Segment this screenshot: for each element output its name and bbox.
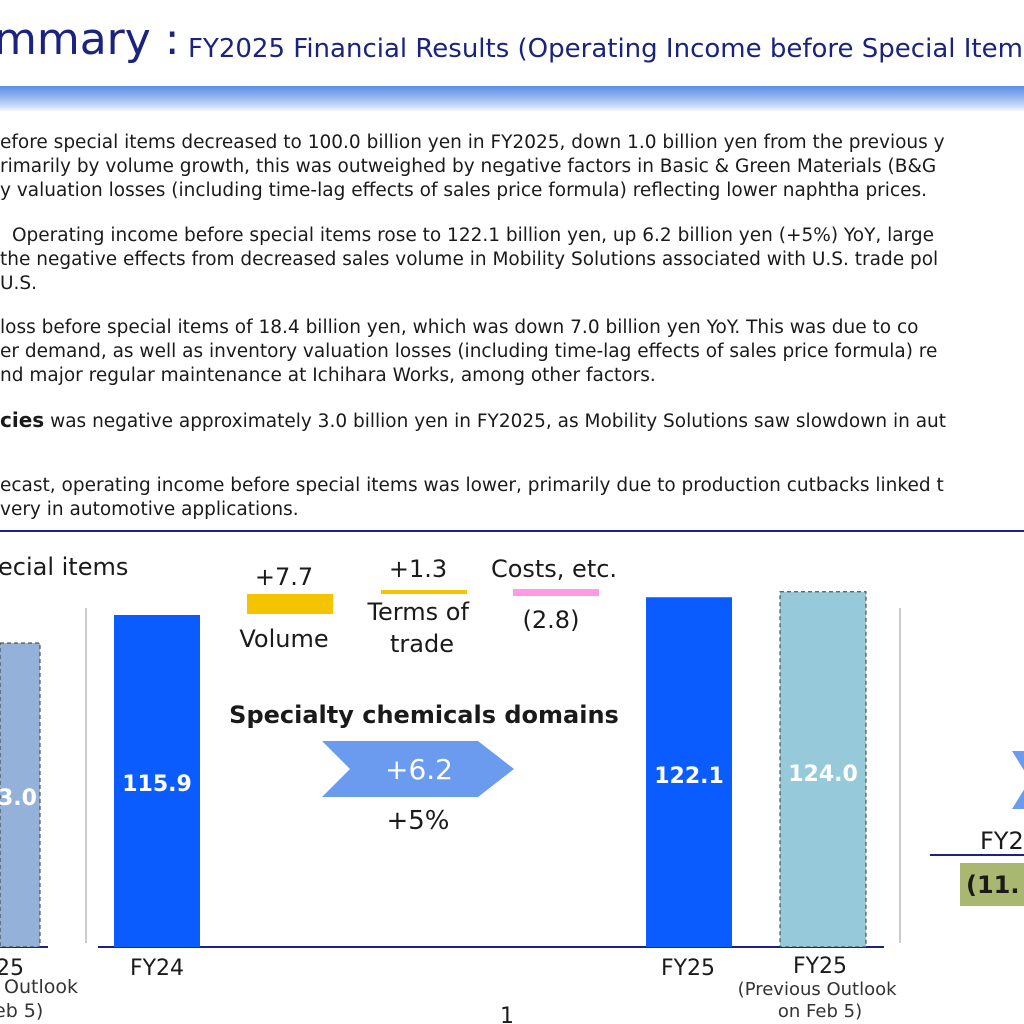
- bar-fy25-previous-outlook: [779, 591, 867, 948]
- title-band: [0, 86, 1024, 112]
- left-category-note-2: eb 5): [0, 1000, 43, 1022]
- left-category-note-1: Outlook: [4, 976, 78, 998]
- bar-value-label-fy25: 122.1: [654, 764, 724, 789]
- page-title: mmary :: [0, 14, 180, 65]
- factor-swatch-volume: [247, 594, 333, 614]
- right-category-label: FY2: [980, 827, 1024, 855]
- bar-fy25: [646, 597, 732, 947]
- factor-swatch-costs: [513, 589, 599, 596]
- category-label-fy25-outlook: FY25: [793, 954, 847, 979]
- category-note-previous-outlook: (Previous Outlook on Feb 5): [738, 979, 903, 1022]
- section-divider: [0, 530, 1024, 532]
- paragraph-line: cies was negative approximately 3.0 bill…: [0, 408, 946, 434]
- domain-label: Specialty chemicals domains: [229, 701, 619, 729]
- factor-value-terms-of-trade: +1.3: [389, 555, 447, 583]
- operating-income-chart: ecial items 3.0 25 Outlook eb 5) 115.9 1…: [0, 553, 1024, 1024]
- category-note-line-1: (Previous Outlook: [738, 979, 897, 1000]
- bar-value-label-previous-outlook: 124.0: [788, 762, 858, 787]
- factor-swatch-terms-of-trade: [381, 590, 467, 594]
- bar-fy24: [114, 615, 200, 947]
- factor-label-line-1: Terms of: [366, 598, 469, 626]
- paragraph-bold-lead: cies: [0, 408, 45, 432]
- paragraph-2: Operating income before special items ro…: [0, 224, 938, 296]
- paragraph-line: nd major regular maintenance at Ichihara…: [0, 365, 656, 386]
- paragraph-1: efore special items decreased to 100.0 b…: [0, 131, 945, 203]
- right-value-label: (11.: [966, 871, 1019, 899]
- page-number: 1: [500, 1004, 514, 1024]
- paragraph-line: efore special items decreased to 100.0 b…: [0, 132, 945, 153]
- factor-label-line-2: trade: [390, 630, 454, 658]
- factor-value-volume: +7.7: [255, 563, 313, 591]
- paragraph-4: cies was negative approximately 3.0 bill…: [0, 408, 946, 434]
- factor-value-costs: (2.8): [523, 606, 580, 634]
- category-label-fy24: FY24: [130, 956, 184, 981]
- change-arrow-icon: [322, 741, 514, 797]
- paragraph-line-text: was negative approximately 3.0 billion y…: [50, 411, 947, 432]
- change-percent-label: +5%: [386, 806, 449, 836]
- page-subtitle: FY2025 Financial Results (Operating Inco…: [188, 34, 1024, 64]
- factor-label-terms-of-trade: Terms of trade: [366, 598, 476, 658]
- category-label-fy25: FY25: [661, 956, 715, 981]
- right-value-box: [960, 863, 1024, 906]
- left-outlook-value-label: 3.0: [0, 786, 37, 811]
- paragraph-5: ecast, operating income before special i…: [0, 474, 944, 522]
- paragraph-line: loss before special items of 18.4 billio…: [0, 317, 919, 338]
- change-value-label: +6.2: [385, 753, 453, 786]
- paragraph-3: loss before special items of 18.4 billio…: [0, 316, 937, 388]
- right-arrow-icon: [1012, 751, 1024, 809]
- left-outlook-bar: [0, 642, 41, 948]
- paragraph-line: rimarily by volume growth, this was outw…: [0, 156, 937, 177]
- chart-title: ecial items: [0, 553, 128, 581]
- paragraph-line: ecast, operating income before special i…: [0, 475, 944, 496]
- paragraph-line: very in automotive applications.: [0, 499, 299, 520]
- paragraph-line: y valuation losses (including time-lag e…: [0, 180, 928, 201]
- bar-value-label-fy24: 115.9: [122, 772, 192, 797]
- category-note-line-2: on Feb 5): [778, 1001, 862, 1022]
- paragraph-line: the negative effects from decreased sale…: [0, 249, 939, 270]
- factor-label-volume: Volume: [239, 625, 328, 653]
- paragraph-line: er demand, as well as inventory valuatio…: [0, 341, 938, 362]
- factor-label-costs: Costs, etc.: [491, 555, 617, 583]
- paragraph-line: U.S.: [0, 273, 38, 294]
- paragraph-line: Operating income before special items ro…: [12, 225, 935, 246]
- left-category-label: 25: [0, 956, 24, 981]
